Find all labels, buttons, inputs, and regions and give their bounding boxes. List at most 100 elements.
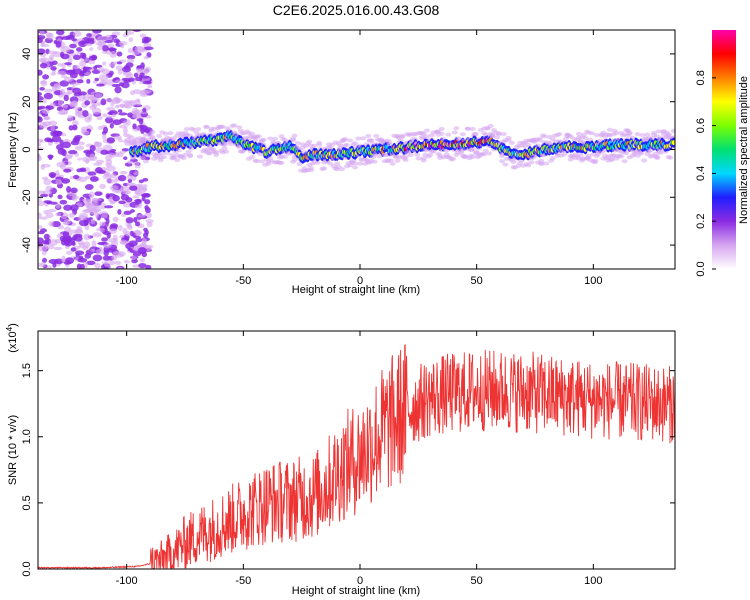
spectrogram-cell	[88, 59, 96, 65]
snr-x-tick-label: 100	[584, 575, 602, 587]
spectrogram-cell	[100, 202, 107, 210]
spectrogram-cell	[132, 114, 142, 119]
spectrogram-cell	[92, 80, 98, 84]
spectrogram-cell	[114, 86, 122, 94]
spectrogram-cell	[43, 178, 52, 186]
spectrogram-cell	[294, 140, 301, 145]
spectrogram-cell	[450, 156, 457, 161]
spectrogram-cell	[56, 71, 67, 76]
spectrogram-cell	[86, 260, 96, 266]
spectrogram-cell	[63, 168, 72, 173]
spectrogram-cell	[347, 138, 354, 143]
spectrogram-cell	[104, 116, 114, 124]
spectrogram-cell	[103, 261, 109, 267]
colorbar-tick-label: 0.6	[695, 118, 707, 133]
spectrogram-cell	[38, 200, 46, 207]
spectrogram-cell	[102, 61, 107, 66]
spectrogram-cell	[510, 160, 517, 165]
snr-x-tick-label: 0	[357, 575, 363, 587]
spectrogram-cell	[118, 200, 126, 205]
spectrogram-cell	[236, 145, 243, 150]
spectrogram-cell	[127, 47, 133, 54]
spectrogram-cell	[76, 79, 84, 84]
snr-y-axis-label: SNR (10 * v/v)	[7, 415, 19, 485]
spectrogram-cell	[59, 199, 68, 205]
spectrogram-cell	[38, 48, 46, 55]
spectrogram-cell	[112, 251, 122, 256]
spectrogram-cell	[63, 76, 74, 83]
spectrogram-cell	[132, 252, 142, 257]
spectrogram-cell	[108, 62, 116, 68]
spectrogram-cell	[141, 196, 146, 202]
spectrogram-ticks: -100 -50 0 50 100 -40 -20 0 20 40	[21, 30, 675, 287]
spectrogram-cell	[117, 174, 127, 182]
spectrogram-cell	[101, 133, 107, 140]
spectrogram-cell	[108, 228, 118, 234]
spectrogram-cell	[106, 115, 113, 119]
spectrogram-cell	[156, 133, 163, 138]
spectrogram-cell	[143, 56, 149, 60]
colorbar-tick-label: 0.0	[695, 261, 707, 276]
spectrogram-cell	[394, 158, 401, 163]
spectrogram-cell	[371, 159, 378, 164]
colorbar: 0.0 0.2 0.4 0.6 0.8 Normalized spectral ampl…	[695, 30, 750, 277]
spectrogram-cell	[129, 255, 137, 260]
spectrogram-cell	[84, 100, 91, 106]
spectrogram-cell	[112, 195, 120, 202]
spectrogram-cell	[126, 54, 136, 60]
snr-x-axis-label: Height of straight line (km)	[292, 585, 420, 597]
colorbar-tick-label: 0.4	[695, 166, 707, 181]
spectrogram-cell	[112, 119, 122, 126]
spectrogram-cell	[139, 136, 146, 141]
spectrogram-cell	[42, 74, 50, 80]
spectrogram-cell	[90, 218, 96, 225]
spectrogram-cell	[399, 134, 406, 139]
spectrogram-cell	[39, 30, 45, 37]
spectrogram-cell	[38, 230, 45, 235]
spectrogram-cell	[66, 250, 73, 255]
spectrogram-cell	[129, 156, 136, 161]
spectrogram-cell	[195, 127, 202, 132]
spectrogram-cell	[420, 158, 427, 163]
spectrogram-cell	[365, 134, 372, 139]
spectrogram-cell	[231, 123, 238, 128]
spectrogram-cell	[142, 178, 149, 182]
spectrogram-cell	[358, 157, 365, 162]
spectrogram-cell	[134, 204, 142, 209]
spectrogram-cell	[71, 120, 79, 126]
spectrogram-cell	[125, 119, 131, 126]
spectrogram-cell	[95, 248, 104, 255]
spectrogram-cell	[111, 113, 117, 118]
spectrogram-cell	[113, 178, 118, 184]
spectrogram-cell	[82, 110, 89, 117]
spectrogram-cell	[78, 72, 85, 77]
spectrogram-cell	[629, 135, 636, 140]
spectrogram-cell	[105, 218, 110, 225]
spectrogram-cell	[549, 156, 556, 161]
spectrogram-cell	[106, 79, 114, 86]
spectrogram-cell	[525, 142, 532, 147]
spectrogram-cell	[38, 142, 42, 147]
spectrogram-cell	[117, 137, 123, 143]
spectrogram-cell	[118, 125, 128, 129]
spectrogram-cell	[73, 235, 83, 242]
spectrogram-cell	[97, 45, 103, 51]
spectrogram-cell	[308, 165, 314, 170]
snr-x-tick-label: -50	[235, 575, 251, 587]
spectrogram-cell	[159, 151, 166, 156]
spectrogram-cell	[136, 46, 146, 54]
spectrogram-cell	[144, 199, 151, 205]
spectrogram-cell	[51, 60, 58, 66]
spectrogram-cell	[397, 138, 404, 143]
spectrogram-cell	[51, 85, 57, 92]
spectrogram-cell	[94, 77, 100, 82]
spectrogram-cell	[127, 222, 133, 229]
spectrogram-cell	[61, 36, 72, 41]
spectrogram-cell	[92, 30, 102, 34]
spectrogram-cell	[175, 148, 182, 153]
spectrogram-cell	[74, 145, 85, 151]
spectrogram-cell	[183, 126, 190, 131]
spectrogram-cell	[145, 264, 152, 269]
spectrogram-cell	[149, 129, 156, 134]
spectrogram-cell	[122, 33, 129, 38]
